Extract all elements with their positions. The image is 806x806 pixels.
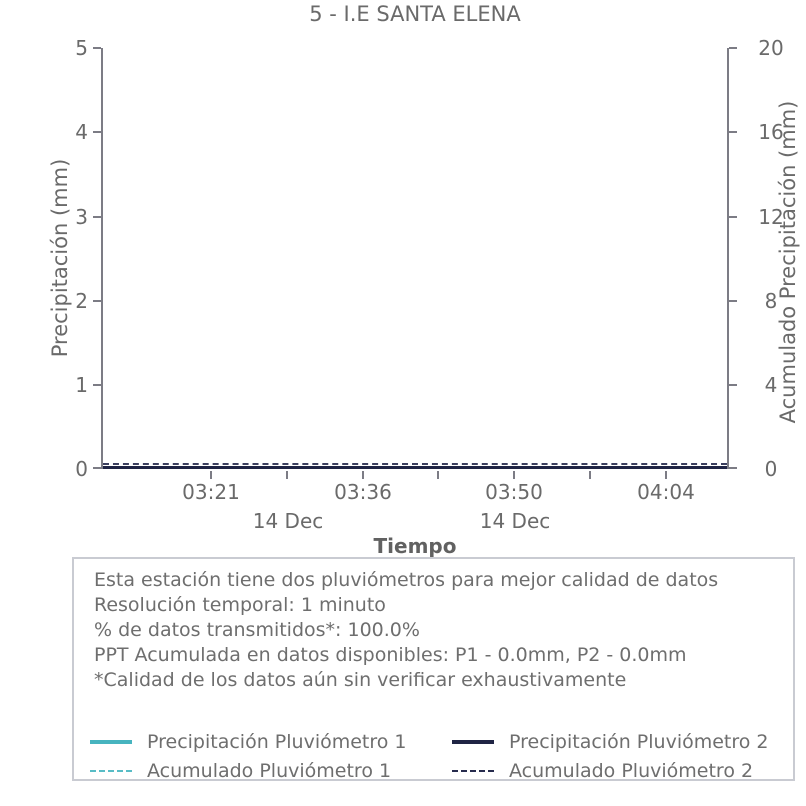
y-right-tick	[729, 300, 737, 302]
x-tick-major	[210, 471, 212, 479]
y-left-tick-label: 0	[75, 457, 88, 481]
y-left-tick-label: 1	[75, 373, 88, 397]
legend-item-acumulado-pluviometro-2[interactable]: Acumulado Pluviómetro 2	[452, 759, 753, 783]
x-date-label: 14 Dec	[479, 509, 551, 533]
info-text: Esta estación tiene dos pluviómetros par…	[94, 568, 774, 693]
y-left-tick	[93, 216, 101, 218]
x-date-label: 14 Dec	[252, 509, 324, 533]
legend-label: Precipitación Pluviómetro 2	[509, 731, 769, 753]
info-panel	[72, 557, 795, 781]
x-tick-label: 03:50	[485, 480, 543, 504]
x-axis-title: Tiempo	[373, 534, 457, 558]
y-left-tick	[93, 131, 101, 133]
x-tick-minor	[437, 471, 439, 479]
y-right-tick-label: 12	[758, 205, 784, 229]
y-right-tick-label: 0	[764, 457, 778, 481]
y-left-tick	[93, 467, 101, 469]
x-tick-label: 03:36	[334, 480, 392, 504]
legend-item-precipitacion-pluviometro-1[interactable]: Precipitación Pluviómetro 1	[90, 730, 407, 754]
y-left-tick	[93, 384, 101, 386]
series-line-acumulado	[103, 463, 727, 465]
info-line: Resolución temporal: 1 minuto	[94, 594, 386, 616]
x-tick-label: 04:04	[637, 480, 695, 504]
legend-label: Acumulado Pluviómetro 1	[147, 760, 392, 782]
legend-swatch-solid-icon	[90, 740, 132, 744]
info-line: % de datos transmitidos*: 100.0%	[94, 619, 420, 641]
info-line: PPT Acumulada en datos disponibles: P1 -…	[94, 644, 687, 666]
legend-swatch-dashed-icon	[90, 770, 132, 772]
y-right-tick	[729, 216, 737, 218]
legend-swatch-solid-icon	[452, 740, 494, 744]
y-right-tick-label: 8	[764, 289, 778, 313]
x-tick-major	[513, 471, 515, 479]
y-right-tick-label: 4	[764, 373, 778, 397]
y-left-tick-label: 5	[75, 36, 88, 60]
info-line: Esta estación tiene dos pluviómetros par…	[94, 569, 719, 591]
x-tick-label: 03:21	[182, 480, 240, 504]
x-tick-major	[665, 471, 667, 479]
series-line-precipitacion	[103, 466, 727, 469]
legend-swatch-dashed-icon	[452, 770, 494, 772]
y-left-tick-label: 3	[75, 205, 88, 229]
y-left-tick	[93, 47, 101, 49]
info-line: *Calidad de los datos aún sin verificar …	[94, 669, 627, 691]
y-axis-title-right: Acumulado Precipitación (mm)	[776, 100, 800, 424]
y-left-tick-label: 2	[75, 289, 88, 313]
plot-area	[101, 48, 729, 469]
legend-label: Precipitación Pluviómetro 1	[147, 731, 407, 753]
y-right-tick	[729, 47, 737, 49]
y-right-tick	[729, 131, 737, 133]
legend-label: Acumulado Pluviómetro 2	[509, 760, 754, 782]
x-tick-minor	[589, 471, 591, 479]
y-right-tick-label: 20	[758, 36, 784, 60]
x-tick-minor	[286, 471, 288, 479]
legend-item-acumulado-pluviometro-1[interactable]: Acumulado Pluviómetro 1	[90, 759, 391, 783]
x-tick-major	[362, 471, 364, 479]
chart-title: 5 - I.E SANTA ELENA	[309, 2, 521, 26]
y-axis-title-left: Precipitación (mm)	[48, 158, 72, 358]
y-right-tick-label: 16	[758, 120, 784, 144]
y-left-tick	[93, 300, 101, 302]
y-left-tick-label: 4	[75, 120, 88, 144]
y-right-tick	[729, 467, 737, 469]
legend-item-precipitacion-pluviometro-2[interactable]: Precipitación Pluviómetro 2	[452, 730, 769, 754]
y-right-tick	[729, 384, 737, 386]
